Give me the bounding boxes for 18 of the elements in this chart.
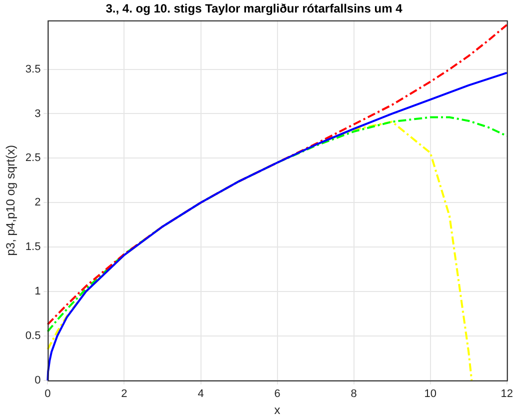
- y-tick-label: 3: [34, 108, 41, 120]
- x-tick-label: 12: [500, 388, 514, 400]
- x-tick-label: 0: [44, 388, 51, 400]
- chart-title: 3., 4. og 10. stigs Taylor margliður rótarfallsins um 4: [106, 2, 403, 16]
- x-tick-label: 8: [350, 388, 357, 400]
- y-tick-label: 1.5: [25, 241, 41, 254]
- x-axis-title: x: [274, 403, 280, 418]
- x-tick-label: 4: [198, 388, 204, 400]
- y-tick-label: 1: [34, 286, 41, 298]
- y-tick-label: 3.5: [25, 63, 41, 76]
- y-tick-label: 0: [34, 374, 41, 386]
- y-tick-label: 2.5: [25, 152, 41, 164]
- y-tick-label: 0.5: [25, 330, 41, 342]
- x-tick-label: 6: [274, 388, 280, 400]
- y-axis-title: p3, p4,p10 og sqrt(x): [4, 145, 18, 256]
- y-tick-label: 2: [34, 196, 41, 209]
- x-tick-label: 10: [424, 388, 436, 400]
- x-tick-label: 2: [121, 388, 128, 400]
